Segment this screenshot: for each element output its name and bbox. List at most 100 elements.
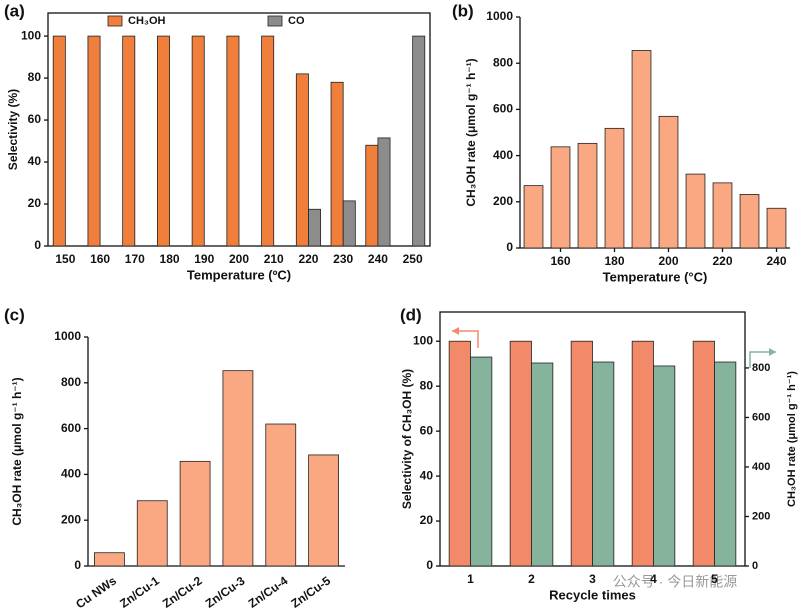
x-tick-label: 200: [658, 254, 678, 268]
y-tick-label: 40: [28, 154, 42, 168]
bar: [692, 340, 715, 567]
legend-swatch: [267, 15, 283, 27]
bar: [308, 454, 339, 567]
bar: [330, 81, 344, 247]
x-tick-label: 210: [264, 252, 284, 266]
bar: [122, 35, 136, 247]
legend-label: CO: [288, 15, 305, 27]
bar: [658, 115, 679, 249]
y-tick-label: 200: [493, 194, 513, 208]
x-tick-label: 170: [125, 252, 145, 266]
x-tick-label: 2: [528, 572, 535, 586]
bar: [509, 340, 532, 567]
x-axis-label: Temperature (ºC): [187, 267, 291, 282]
bar: [222, 370, 254, 567]
bar: [412, 35, 426, 247]
x-tick-label: 160: [90, 252, 110, 266]
bar: [604, 127, 625, 249]
x-tick-label: 240: [766, 254, 786, 268]
bar: [448, 340, 471, 567]
y-tick-label: 20: [420, 513, 434, 527]
legend-label: CH₃OH: [128, 15, 166, 27]
x-tick-label: 4: [650, 572, 657, 586]
y-tick-label: 0: [34, 238, 41, 252]
y-tick-label: 600: [61, 421, 81, 435]
x-axis-label: Recycle times: [549, 587, 636, 602]
bar: [531, 362, 554, 567]
bar: [261, 35, 275, 247]
y-tick-label: 80: [420, 378, 434, 392]
bar: [577, 142, 598, 249]
bar: [226, 35, 240, 247]
watermark: 公众号 · 今日新能源: [613, 574, 737, 590]
y-tick-label: 0: [74, 558, 81, 572]
bar: [570, 340, 593, 567]
x-tick-label: 240: [368, 252, 388, 266]
y-tick-label: 20: [28, 196, 42, 210]
axis-lines: [87, 337, 345, 567]
y-tick-label: 1000: [486, 9, 513, 23]
bar: [191, 35, 205, 247]
x-tick-label: Zn/Cu-3: [203, 573, 248, 610]
y-axis-label: Selectivity (%): [6, 89, 20, 170]
y2-tick-label: 400: [752, 461, 770, 473]
y-tick-label: 60: [28, 112, 42, 126]
bar: [653, 365, 676, 567]
bar: [94, 552, 125, 567]
y-tick-label: 0: [426, 558, 433, 572]
x-tick-label: 230: [333, 252, 353, 266]
y2-tick-label: 800: [752, 362, 770, 374]
x-tick-label: 190: [194, 252, 214, 266]
bar: [739, 194, 760, 249]
x-tick-label: Zn/Cu-1: [117, 573, 162, 610]
x-tick-label: 220: [712, 254, 732, 268]
bar: [631, 50, 652, 249]
x-tick-label: Cu NWs: [73, 573, 119, 610]
x-axis-label: Temperature (°C): [603, 269, 708, 284]
y-tick-label: 800: [493, 55, 513, 69]
panel-label: (b): [452, 1, 474, 20]
bar: [52, 35, 66, 247]
x-tick-label: 3: [589, 572, 596, 586]
panel-label: (a): [4, 1, 25, 20]
x-tick-label: 180: [604, 254, 624, 268]
bar: [179, 460, 211, 567]
x-tick-label: 1: [467, 572, 474, 586]
bar: [342, 200, 356, 247]
x-tick-label: 250: [403, 252, 423, 266]
bar: [631, 340, 654, 567]
y2-axis-label: CH₃OH rate (μmol g⁻¹ h⁻¹): [786, 371, 798, 507]
x-tick-label: 160: [550, 254, 570, 268]
arrow-head: [452, 327, 459, 335]
bar: [523, 185, 544, 249]
panel-label: (d): [400, 305, 422, 324]
arrow-head: [769, 348, 776, 356]
bar: [295, 73, 309, 247]
y-tick-label: 600: [493, 102, 513, 116]
y-tick-label: 0: [506, 240, 513, 254]
y-tick-label: 800: [61, 375, 81, 389]
y-tick-label: 100: [21, 28, 41, 42]
x-tick-label: 200: [229, 252, 249, 266]
bar: [550, 146, 571, 249]
y-axis-label: Selectivity of CH₃OH (%): [400, 369, 414, 509]
y-axis-label: CH₃OH rate (μmol g⁻¹ h⁻¹): [464, 58, 478, 206]
arrows: [452, 327, 776, 368]
y-tick-label: 200: [61, 512, 81, 526]
arrow-right: [749, 351, 776, 368]
bar: [685, 173, 706, 249]
bar: [365, 144, 379, 247]
y2-tick-label: 0: [752, 560, 758, 572]
x-tick-label: 220: [298, 252, 318, 266]
bar: [470, 356, 493, 567]
bar: [592, 361, 615, 567]
bar: [712, 182, 733, 249]
bar: [265, 423, 297, 567]
legend-swatch: [107, 15, 123, 27]
y-axis-label: CH₃OH rate (μmol g⁻¹ h⁻¹): [10, 377, 24, 525]
x-tick-label: 180: [160, 252, 180, 266]
x-tick-label: Zn/Cu-4: [246, 573, 291, 610]
bar: [156, 35, 170, 247]
x-tick-label: Zn/Cu-2: [160, 573, 205, 610]
